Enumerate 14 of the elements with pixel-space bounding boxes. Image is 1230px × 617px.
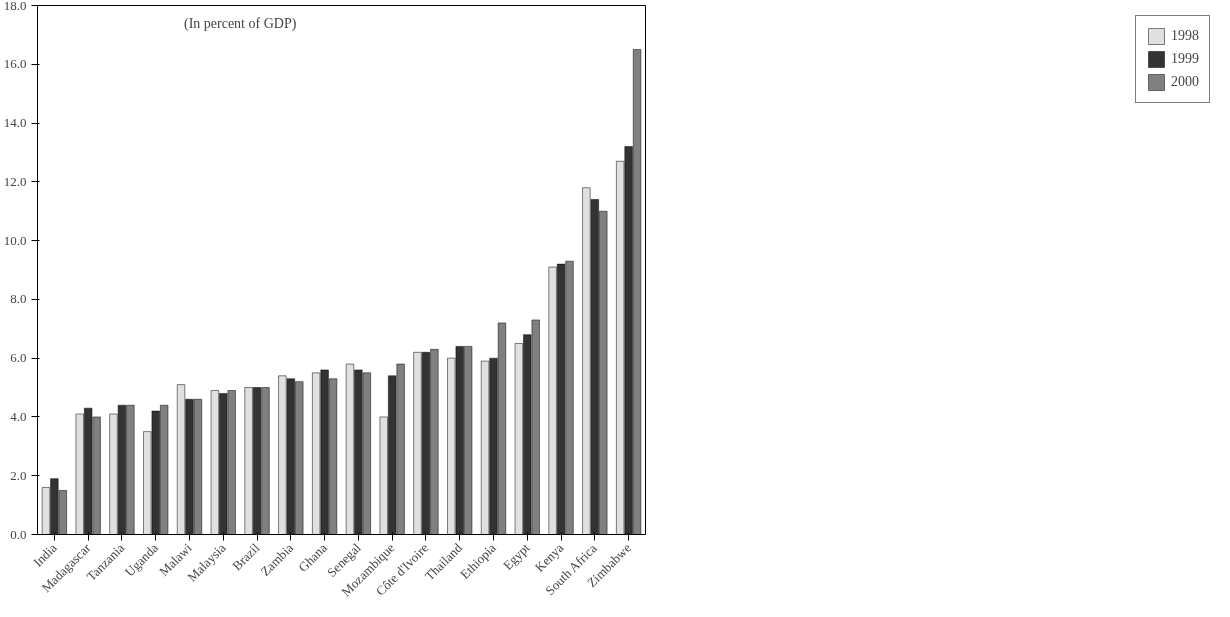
y-tick-label: 18.0 — [3, 0, 27, 13]
legend-label: 1998 — [1171, 28, 1199, 44]
y-tick-label: 2.0 — [10, 467, 27, 483]
y-tick-label: 14.0 — [3, 115, 27, 131]
y-tick-label: 10.0 — [3, 232, 27, 248]
annotation: (In percent of GDP) — [183, 15, 297, 32]
y-tick-label: 4.0 — [10, 408, 27, 424]
y-tick-label: 16.0 — [3, 56, 27, 72]
y-tick-label: 8.0 — [10, 291, 27, 307]
legend-label: 1999 — [1171, 51, 1199, 67]
y-tick-label: 12.0 — [3, 173, 27, 189]
y-tick-label: 0.0 — [10, 526, 27, 542]
y-tick-label: 6.0 — [10, 350, 27, 366]
legend-label: 2000 — [1171, 74, 1199, 90]
